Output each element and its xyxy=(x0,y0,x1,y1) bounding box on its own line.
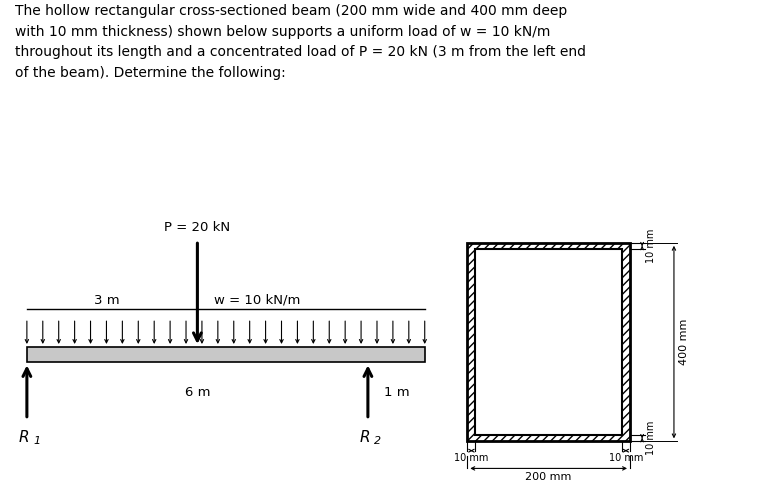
Text: The hollow rectangular cross-sectioned beam (200 mm wide and 400 mm deep
with 10: The hollow rectangular cross-sectioned b… xyxy=(15,4,586,80)
Text: 400 mm: 400 mm xyxy=(680,319,690,365)
Bar xyxy=(27,347,424,362)
Text: w = 10 kN/m: w = 10 kN/m xyxy=(213,294,300,307)
Text: 10 mm: 10 mm xyxy=(454,453,488,463)
Text: 3 m: 3 m xyxy=(94,294,120,307)
Text: 10 mm: 10 mm xyxy=(609,453,643,463)
Text: 2: 2 xyxy=(374,436,381,446)
Text: R: R xyxy=(19,430,30,445)
Bar xyxy=(467,243,630,441)
Text: R: R xyxy=(360,430,370,445)
Text: 1 m: 1 m xyxy=(383,386,409,399)
Text: 6 m: 6 m xyxy=(184,386,210,399)
Bar xyxy=(475,249,622,435)
Text: 10 mm: 10 mm xyxy=(646,229,656,263)
Text: 1: 1 xyxy=(33,436,40,446)
Text: 200 mm: 200 mm xyxy=(526,472,572,482)
Text: P = 20 kN: P = 20 kN xyxy=(165,221,230,234)
Text: 10 mm: 10 mm xyxy=(646,421,656,455)
